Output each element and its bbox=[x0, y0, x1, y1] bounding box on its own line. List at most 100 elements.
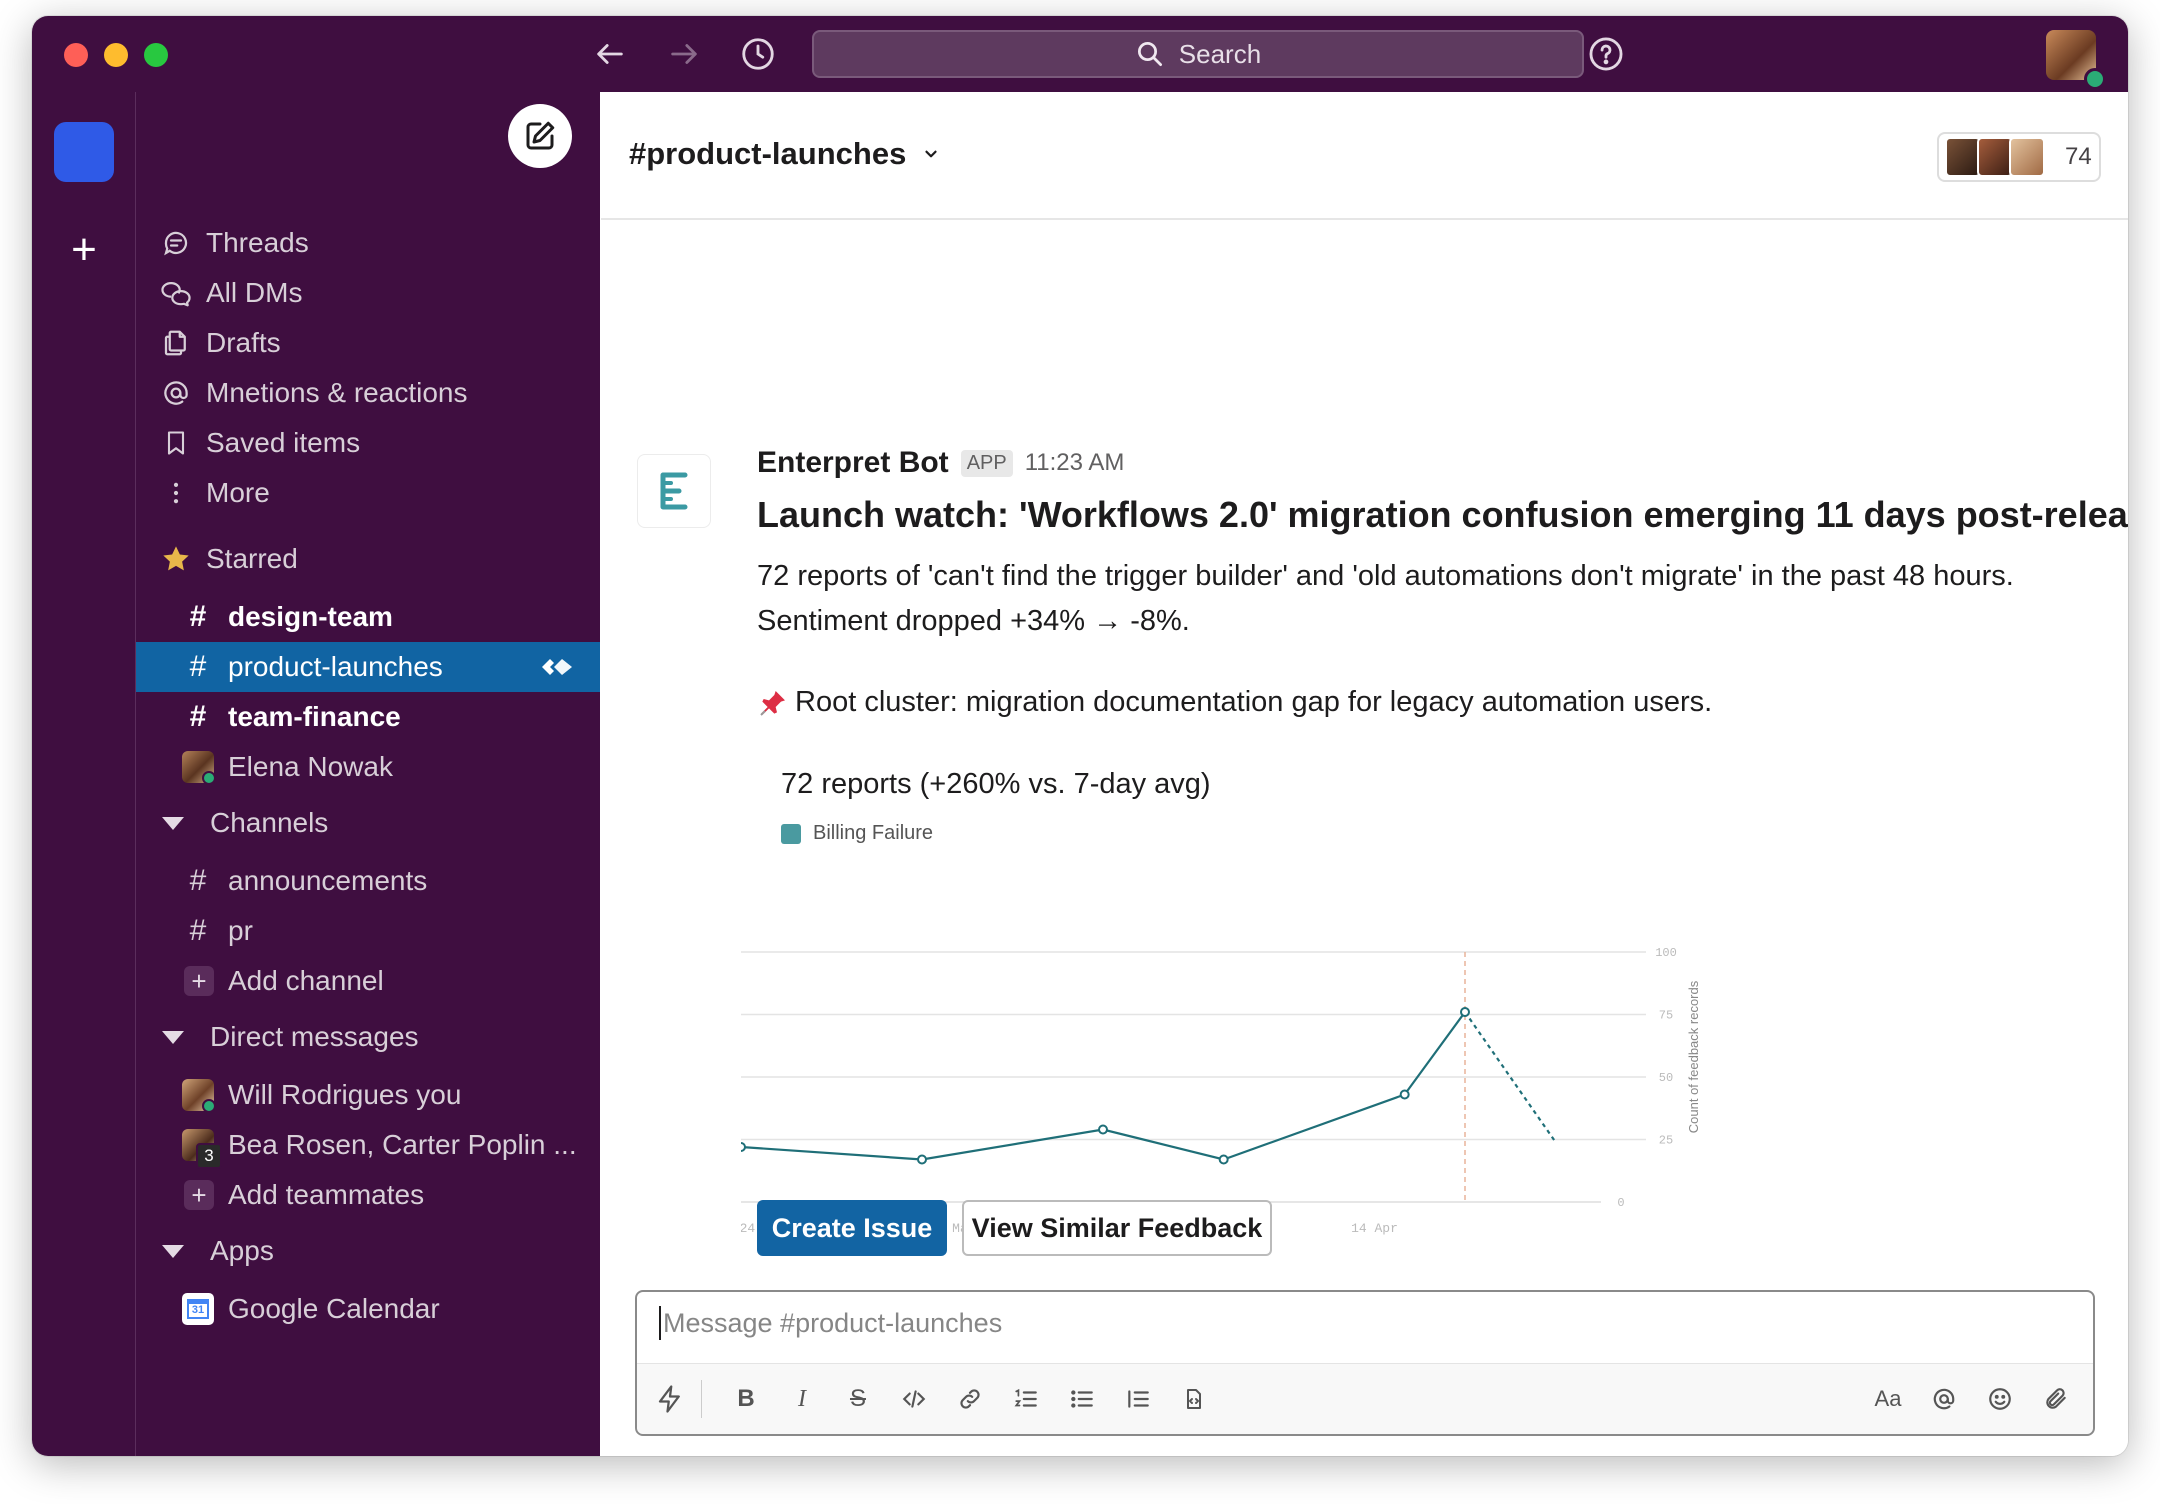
apps-section-header[interactable]: Apps bbox=[136, 1226, 600, 1276]
threads-icon bbox=[164, 231, 188, 256]
message-body: 72 reports of 'can't find the trigger bu… bbox=[757, 554, 2117, 644]
app-window: Search + Threads All DMs Drafts bbox=[32, 16, 2128, 1456]
search-bar[interactable]: Search bbox=[812, 30, 1584, 78]
sidebar-item-label: Mnetions & reactions bbox=[206, 377, 468, 408]
starred-section-header[interactable]: Starred bbox=[136, 534, 600, 584]
close-window-button[interactable] bbox=[64, 43, 88, 67]
more-vertical-icon bbox=[173, 482, 179, 504]
sidebar-item-mentions[interactable]: Mnetions & reactions bbox=[136, 368, 600, 418]
user-avatar[interactable] bbox=[2046, 30, 2106, 90]
code-block-icon bbox=[1187, 1389, 1201, 1409]
sidebar-item-saved[interactable]: Saved items bbox=[136, 418, 600, 468]
message-body-line: 72 reports of 'can't find the trigger bu… bbox=[757, 560, 2014, 592]
add-teammates-label: Add teammates bbox=[228, 1179, 425, 1210]
sidebar-item-design-team[interactable]: # design-team bbox=[136, 592, 600, 642]
strikethrough-icon: S bbox=[849, 1385, 866, 1412]
attach-button[interactable] bbox=[2039, 1382, 2073, 1416]
code-block-button[interactable] bbox=[1177, 1382, 1211, 1416]
channel-title: #product-launches bbox=[629, 136, 907, 171]
sidebar-item-elena-nowak[interactable]: Elena Nowak bbox=[136, 742, 600, 792]
bot-avatar[interactable] bbox=[637, 454, 711, 528]
dm-label: Will Rodrigues you bbox=[228, 1079, 462, 1110]
message-input[interactable]: Message #product-launches bbox=[659, 1306, 1002, 1340]
add-workspace-button[interactable]: + bbox=[71, 225, 97, 274]
add-teammates-button[interactable]: + Add teammates bbox=[136, 1170, 600, 1220]
shortcuts-button[interactable] bbox=[653, 1382, 687, 1416]
channel-label: announcements bbox=[228, 865, 428, 896]
section-label: Channels bbox=[210, 807, 329, 838]
ordered-list-button[interactable] bbox=[1009, 1382, 1043, 1416]
emoji-button[interactable] bbox=[1983, 1382, 2017, 1416]
paperclip-icon bbox=[2046, 1388, 2066, 1409]
app-badge: APP bbox=[960, 449, 1013, 477]
direct-messages-section-header[interactable]: Direct messages bbox=[136, 1012, 600, 1062]
sidebar-item-drafts[interactable]: Drafts bbox=[136, 318, 600, 368]
toolbar-divider bbox=[701, 1380, 702, 1418]
channels-section-header[interactable]: Channels bbox=[136, 798, 600, 848]
sidebar-item-product-launches[interactable]: # product-launches bbox=[136, 642, 600, 692]
message-composer[interactable]: Message #product-launches B I S bbox=[635, 1290, 2095, 1436]
data-point bbox=[917, 1154, 927, 1165]
sidebar-item-label: More bbox=[206, 477, 270, 508]
y-tick-label: 100 bbox=[1655, 946, 1677, 960]
channel-title-button[interactable]: #product-launches bbox=[629, 136, 940, 172]
workspace-icon[interactable] bbox=[54, 122, 114, 182]
sidebar-item-group-dm[interactable]: 3 Bea Rosen, Carter Poplin ... bbox=[136, 1120, 600, 1170]
section-label: Apps bbox=[210, 1235, 274, 1266]
app-label: Google Calendar bbox=[228, 1293, 440, 1324]
chart-legend: Billing Failure bbox=[781, 822, 933, 845]
help-button[interactable] bbox=[1584, 32, 1628, 76]
section-label: Direct messages bbox=[210, 1021, 419, 1052]
clock-icon bbox=[742, 38, 774, 70]
link-button[interactable] bbox=[953, 1382, 987, 1416]
history-button[interactable] bbox=[736, 32, 780, 76]
add-channel-label: Add channel bbox=[228, 965, 384, 996]
members-button[interactable]: 74 bbox=[1937, 132, 2101, 182]
y-tick-label: 25 bbox=[1659, 1134, 1673, 1148]
sidebar-item-threads[interactable]: Threads bbox=[136, 218, 600, 268]
data-point bbox=[1460, 1007, 1470, 1017]
sidebar-item-pr[interactable]: # pr bbox=[136, 906, 600, 956]
arrow-right-icon bbox=[671, 44, 697, 64]
formatting-toggle-button[interactable]: Aa bbox=[1871, 1382, 1905, 1416]
caret-down-icon bbox=[162, 1030, 184, 1044]
maximize-window-button[interactable] bbox=[144, 43, 168, 67]
drafts-icon bbox=[164, 330, 186, 356]
forward-button[interactable] bbox=[662, 32, 706, 76]
code-button[interactable] bbox=[897, 1382, 931, 1416]
bulleted-list-button[interactable] bbox=[1065, 1382, 1099, 1416]
bulleted-list-icon bbox=[1071, 1390, 1093, 1408]
search-placeholder: Search bbox=[1178, 38, 1262, 69]
bold-button[interactable]: B bbox=[729, 1382, 763, 1416]
sidebar-item-more[interactable]: More bbox=[136, 468, 600, 518]
compose-button[interactable] bbox=[508, 104, 572, 168]
minimize-window-button[interactable] bbox=[104, 43, 128, 67]
arrow-left-icon bbox=[597, 44, 623, 64]
sidebar-item-google-calendar[interactable]: 31 Google Calendar bbox=[136, 1284, 600, 1334]
y-tick-label: 75 bbox=[1659, 1009, 1673, 1023]
sidebar-item-will-rodrigues[interactable]: Will Rodrigues you bbox=[136, 1070, 600, 1120]
channel-label: team-finance bbox=[228, 701, 401, 732]
formatting-toolbar: B I S bbox=[637, 1363, 2093, 1434]
sidebar-item-announcements[interactable]: # announcements bbox=[136, 856, 600, 906]
create-issue-button[interactable]: Create Issue bbox=[757, 1200, 947, 1256]
blockquote-button[interactable] bbox=[1121, 1382, 1155, 1416]
sidebar-item-team-finance[interactable]: # team-finance bbox=[136, 692, 600, 742]
legend-swatch bbox=[781, 823, 801, 844]
sidebar-item-label: Threads bbox=[206, 227, 309, 258]
online-status-dot bbox=[202, 771, 216, 785]
section-label: Starred bbox=[206, 543, 298, 574]
add-channel-button[interactable]: + Add channel bbox=[136, 956, 600, 1006]
mention-button[interactable] bbox=[1927, 1382, 1961, 1416]
italic-button[interactable]: I bbox=[785, 1382, 819, 1416]
message-timestamp[interactable]: 11:23 AM bbox=[1024, 449, 1125, 476]
back-button[interactable] bbox=[588, 32, 632, 76]
strikethrough-button[interactable]: S bbox=[841, 1382, 875, 1416]
sidebar-item-all-dms[interactable]: All DMs bbox=[136, 268, 600, 318]
author-name[interactable]: Enterpret Bot bbox=[757, 446, 949, 479]
root-cluster-text: Root cluster: migration documentation ga… bbox=[795, 686, 1713, 718]
view-similar-feedback-button[interactable]: View Similar Feedback bbox=[962, 1200, 1272, 1256]
blockquote-icon bbox=[1128, 1390, 1149, 1408]
hash-icon: # bbox=[189, 914, 207, 947]
sidebar-item-label: All DMs bbox=[206, 277, 303, 308]
